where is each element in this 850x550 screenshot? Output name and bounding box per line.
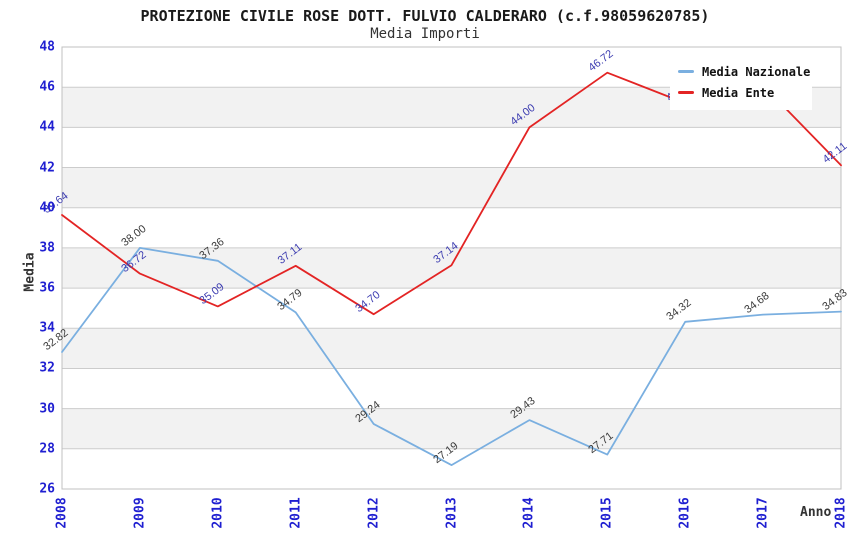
y-tick-label: 30 — [39, 401, 55, 417]
shade-band — [62, 408, 841, 449]
x-axis-title: Anno — [800, 505, 832, 520]
y-tick-label: 26 — [39, 481, 55, 497]
y-tick-label: 36 — [39, 280, 55, 296]
y-tick-label: 42 — [39, 160, 55, 176]
shade-band — [62, 328, 841, 369]
shade-band — [62, 167, 841, 208]
legend-item-media-ente[interactable]: Media Ente — [678, 82, 804, 103]
legend-item-media-nazionale[interactable]: Media Nazionale — [678, 61, 810, 82]
y-tick-label: 34 — [39, 320, 55, 336]
y-tick-label: 28 — [39, 441, 55, 457]
x-tick-label: 2015 — [599, 497, 615, 529]
y-tick-label: 38 — [39, 240, 55, 256]
x-tick-label: 2018 — [833, 497, 849, 529]
x-tick-label: 2016 — [677, 497, 693, 529]
media-ente-swatch-icon — [678, 91, 694, 94]
y-tick-label: 40 — [39, 200, 55, 216]
legend-label: Media Nazionale — [702, 64, 811, 79]
y-tick-label: 46 — [39, 79, 55, 95]
x-tick-label: 2011 — [288, 497, 304, 529]
x-tick-label: 2013 — [444, 497, 459, 529]
media-nazionale-swatch-icon — [678, 70, 694, 73]
chart-title: PROTEZIONE CIVILE ROSE DOTT. FULVIO CALD… — [140, 7, 710, 25]
y-tick-label: 48 — [39, 39, 55, 55]
plot-border — [61, 46, 842, 490]
series-line-media-nazionale — [61, 246, 842, 467]
y-tick-label: 32 — [39, 360, 55, 376]
y-tick-label: 44 — [39, 119, 55, 135]
x-tick-label: 2014 — [521, 497, 537, 529]
chart-subtitle: Media Importi — [370, 26, 480, 42]
x-tick-label: 2017 — [755, 497, 771, 529]
shade-band — [62, 247, 841, 289]
legend: Media Nazionale Media Ente — [670, 56, 812, 110]
x-tick-label: 2012 — [366, 497, 382, 529]
x-tick-label: 2010 — [210, 497, 226, 529]
x-tick-label: 2008 — [54, 497, 70, 529]
x-tick-label: 2009 — [132, 497, 148, 529]
legend-label: Media Ente — [702, 85, 775, 100]
